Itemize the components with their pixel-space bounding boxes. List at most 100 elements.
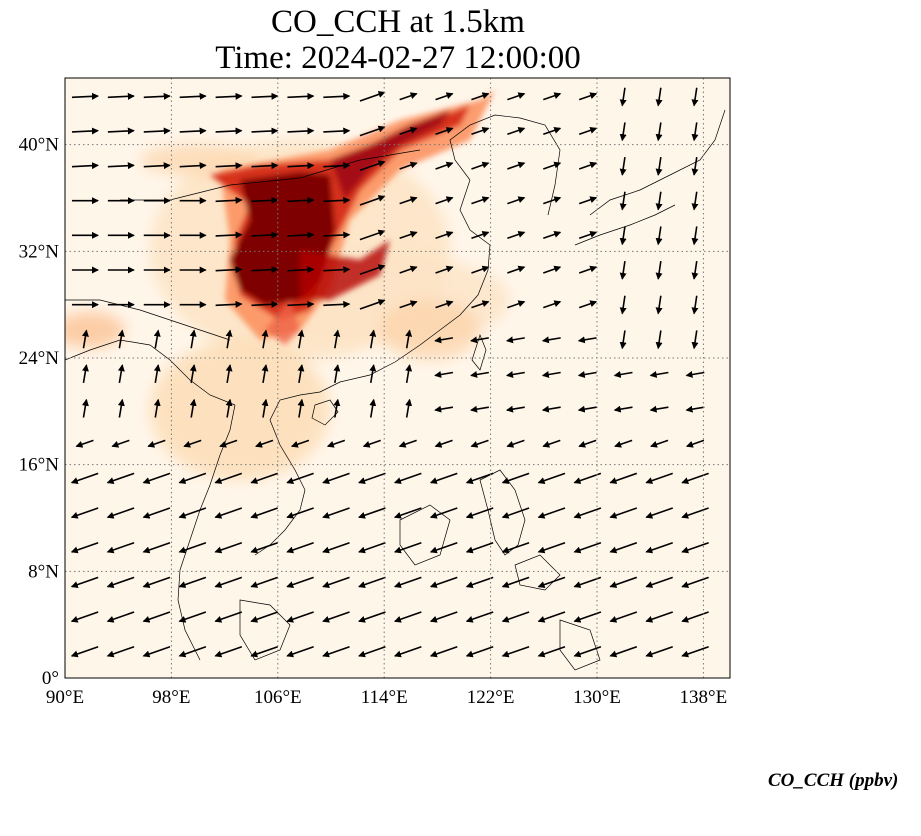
wind-arrow [399, 231, 418, 240]
wind-arrow [71, 127, 99, 135]
wind-arrow [393, 541, 422, 554]
wind-arrow [655, 156, 663, 176]
wind-arrow [537, 576, 566, 588]
wind-arrow [429, 541, 458, 554]
wind-arrow [111, 439, 130, 448]
wind-arrow [179, 127, 207, 135]
lon-tick-label: 98°E [152, 687, 190, 708]
wind-arrow [251, 266, 279, 274]
wind-arrow [471, 300, 490, 309]
wind-arrow [214, 507, 243, 519]
wind-arrow [323, 300, 351, 308]
wind-arrow [613, 371, 633, 378]
wind-arrow [578, 127, 598, 136]
wind-arrow [691, 295, 699, 315]
wind-arrow [501, 472, 530, 484]
wind-arrow [106, 472, 135, 484]
wind-arrow [322, 472, 350, 484]
wind-arrow [70, 472, 99, 484]
lat-tick-label: 24°N [19, 348, 60, 369]
latitude-ticks: 0° 8°N 16°N 24°N 32°N 40°N [19, 135, 60, 689]
wind-arrow [609, 541, 638, 554]
wind-arrow [577, 336, 597, 344]
wind-arrow [507, 127, 526, 136]
wind-arrow [287, 127, 315, 135]
wind-arrow [215, 162, 243, 170]
wind-arrow [369, 364, 377, 384]
wind-arrow [543, 92, 562, 101]
lat-tick-label: 0° [42, 668, 59, 689]
wind-arrow [470, 405, 489, 413]
wind-arrow [215, 266, 243, 274]
wind-arrow [506, 439, 525, 448]
lat-tick-label: 8°N [28, 561, 59, 582]
wind-arrow [142, 472, 171, 484]
wind-arrow [107, 92, 135, 100]
wind-arrow [297, 364, 305, 384]
wind-arrow [470, 439, 489, 448]
wind-arrow [573, 576, 602, 588]
wind-arrow [287, 231, 315, 239]
wind-arrow [507, 92, 526, 101]
wind-arrow [470, 371, 489, 378]
wind-arrow [543, 265, 562, 274]
wind-arrow [225, 364, 233, 384]
wind-arrow [435, 127, 454, 136]
wind-arrow [255, 439, 274, 448]
wind-arrow [399, 196, 418, 205]
wind-arrow [333, 398, 341, 418]
wind-arrow [507, 231, 526, 240]
wind-arrow [215, 300, 243, 308]
wind-arrow [71, 92, 99, 100]
wind-arrow [143, 162, 171, 170]
wind-arrow [333, 364, 341, 384]
wind-arrow [287, 92, 315, 100]
wind-arrow [142, 507, 171, 519]
wind-arrow [323, 92, 351, 100]
wind-arrow [614, 439, 633, 448]
wind-arrow [655, 87, 663, 107]
wind-arrow [261, 329, 269, 349]
wind-arrow [685, 371, 705, 378]
wind-arrow [250, 576, 278, 588]
wind-arrow [251, 127, 279, 135]
wind-arrow [143, 92, 171, 100]
wind-arrow [359, 125, 386, 137]
wind-arrow [251, 162, 279, 170]
lon-tick-label: 122°E [467, 687, 515, 708]
wind-arrow [178, 611, 207, 623]
wind-arrow [655, 295, 663, 315]
wind-arrow [70, 611, 99, 623]
wind-arrow [578, 161, 598, 170]
wind-arrow [543, 127, 562, 136]
wind-arrow [435, 265, 454, 274]
wind-arrow [297, 329, 305, 349]
lat-tick-label: 16°N [19, 455, 60, 476]
wind-arrow [251, 92, 279, 100]
wind-arrow [359, 91, 386, 102]
wind-arrow [214, 611, 243, 623]
wind-arrow [287, 162, 315, 170]
wind-arrow [609, 472, 638, 484]
wind-arrow [470, 336, 489, 344]
wind-arrow [393, 507, 422, 519]
wind-arrow [573, 472, 602, 484]
wind-arrow [434, 405, 454, 413]
wind-arrow [322, 611, 350, 623]
wind-arrow [578, 300, 598, 309]
wind-arrow [250, 541, 278, 554]
lon-tick-label: 130°E [573, 687, 621, 708]
wind-arrow [75, 439, 94, 448]
wind-arrow [681, 541, 709, 554]
wind-arrow [215, 196, 243, 204]
wind-arrow [290, 439, 310, 448]
wind-arrow [471, 196, 490, 205]
wind-arrow [465, 576, 494, 588]
wind-arrow [153, 364, 161, 384]
wind-arrow [142, 645, 171, 658]
wind-arrow [501, 645, 530, 658]
wind-arrow [358, 611, 386, 623]
wind-arrow [578, 265, 598, 274]
colorbar-label: CO_CCH (ppbv) [768, 770, 899, 791]
wind-arrow [471, 127, 490, 136]
